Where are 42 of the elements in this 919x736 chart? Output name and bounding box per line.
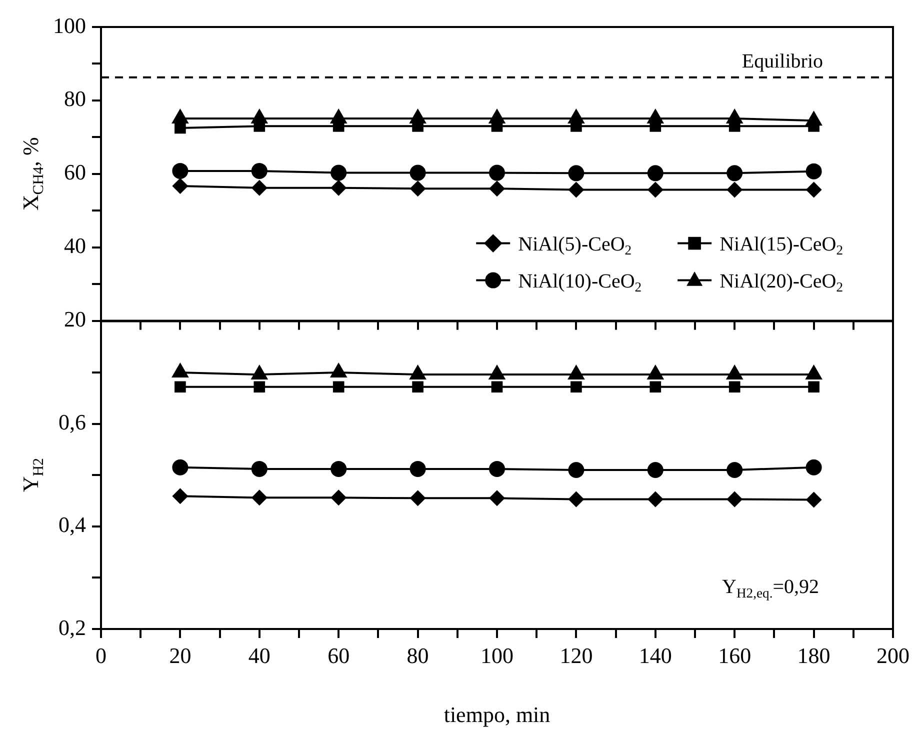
x-tick-label: 160 <box>718 642 752 668</box>
x-tick-label: 180 <box>797 642 830 668</box>
x-tick-label: 100 <box>480 642 514 668</box>
y-tick-label: 60 <box>64 160 86 185</box>
x-tick-label: 0 <box>96 642 106 668</box>
point <box>647 165 664 182</box>
point <box>330 164 347 181</box>
point <box>806 163 822 180</box>
point <box>647 182 664 198</box>
point <box>806 182 822 198</box>
point <box>330 180 347 196</box>
y-tick-label: 80 <box>64 86 86 112</box>
y-tick-label: 0,4 <box>58 512 86 538</box>
y-tick-label: 20 <box>64 306 86 332</box>
point <box>174 122 186 134</box>
y-tick-label: 0,6 <box>58 410 86 435</box>
x-tick-label: 80 <box>406 642 429 668</box>
point <box>410 164 426 181</box>
point <box>251 180 268 196</box>
point <box>410 180 426 197</box>
y-axis-title: XCH4, % <box>18 137 47 211</box>
point <box>568 182 584 198</box>
point <box>251 162 268 179</box>
point <box>172 178 188 194</box>
y-tick-label: 40 <box>64 233 86 258</box>
point <box>726 182 743 198</box>
x-tick-label: 40 <box>248 642 270 668</box>
point <box>489 164 505 181</box>
point <box>489 180 505 197</box>
ref-line-label: Equilibrio <box>742 50 824 72</box>
point <box>568 165 584 182</box>
x-tick-label: 200 <box>876 642 910 668</box>
x-tick-label: 20 <box>169 642 192 668</box>
point <box>726 165 743 182</box>
y-tick-label: 100 <box>53 12 86 38</box>
x-tick-label: 140 <box>638 642 672 668</box>
y-axis-title: YH2 <box>18 458 47 492</box>
x-tick-label: 120 <box>560 642 593 668</box>
y-tick-label: 0,2 <box>58 614 86 640</box>
point <box>172 162 188 179</box>
x-axis-title: tiempo, min <box>444 702 550 727</box>
x-tick-label: 60 <box>328 642 350 668</box>
